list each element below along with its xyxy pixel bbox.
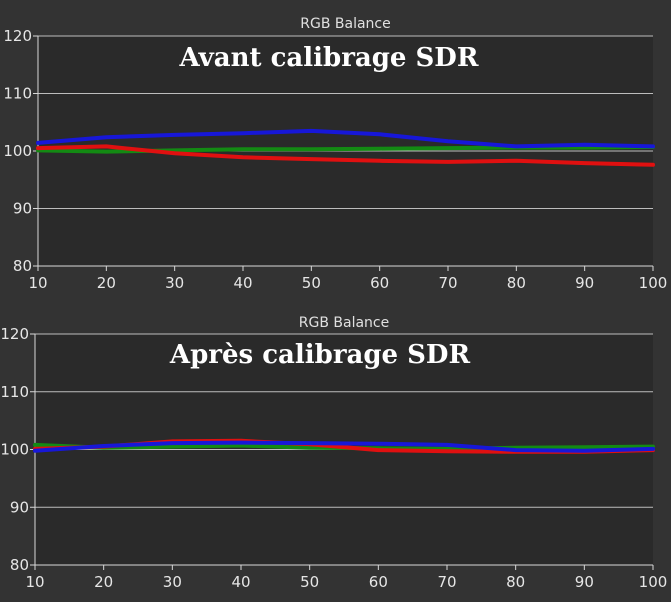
x-tick-label: 90 — [575, 573, 594, 591]
chart-title: RGB Balance — [300, 16, 390, 32]
x-tick-label: 40 — [231, 573, 250, 591]
x-tick-label: 80 — [507, 274, 526, 292]
x-tick-label: 70 — [437, 573, 456, 591]
x-tick-label: 70 — [438, 274, 457, 292]
x-tick-label: 50 — [300, 573, 319, 591]
blue-line — [33, 440, 655, 453]
y-tick-label: 120 — [0, 325, 29, 343]
x-tick-label: 30 — [165, 274, 184, 292]
y-tick-label: 120 — [3, 27, 32, 45]
x-tick-label: 90 — [575, 274, 594, 292]
x-tick-label: 20 — [94, 573, 113, 591]
x-tick-label: 10 — [25, 573, 44, 591]
x-tick-label: 30 — [163, 573, 182, 591]
chart-title: RGB Balance — [299, 315, 389, 331]
chart-annotation: Avant calibrage SDR — [179, 43, 479, 73]
x-tick-label: 40 — [233, 274, 252, 292]
y-tick-label: 80 — [10, 556, 29, 574]
chart-annotation: Après calibrage SDR — [169, 340, 471, 370]
x-tick-label: 80 — [506, 573, 525, 591]
y-tick-label: 100 — [0, 441, 29, 459]
y-tick-label: 90 — [13, 200, 32, 218]
y-tick-label: 100 — [3, 142, 32, 160]
blue-line — [36, 128, 655, 149]
red-line — [36, 144, 655, 167]
chart-panel-1: 80 90 100 110 120 10 20 30 40 50 60 70 80 90 100 RGB Ba… — [3, 16, 667, 292]
x-tick-label: 60 — [370, 274, 389, 292]
y-tick-label: 110 — [3, 85, 32, 103]
chart-panel-2: 80 90 100 110 120 10 20 30 40 50 60 70 80 90 100 RGB Ba… — [0, 315, 667, 591]
x-tick-label: 50 — [302, 274, 321, 292]
x-tick-label: 10 — [28, 274, 47, 292]
x-tick-label: 60 — [369, 573, 388, 591]
y-tick-label: 80 — [13, 257, 32, 275]
x-tick-label: 20 — [97, 274, 116, 292]
x-tick-label: 100 — [639, 573, 668, 591]
y-tick-label: 90 — [10, 498, 29, 516]
x-tick-label: 100 — [639, 274, 668, 292]
y-tick-label: 110 — [0, 383, 29, 401]
